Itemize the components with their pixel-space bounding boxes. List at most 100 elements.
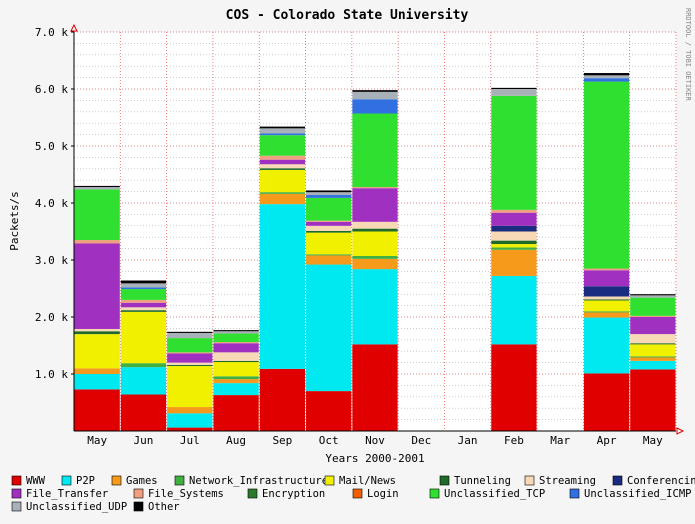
- bar-segment-file-systems: [120, 299, 167, 303]
- bar-segment-unclassified-tcp: [167, 338, 213, 353]
- bar-segment-www: [306, 391, 352, 431]
- bar-segment-unclassified-tcp: [74, 189, 120, 241]
- legend-label: Network_Infrastructure: [189, 475, 328, 487]
- bar-segment-file-transfer: [259, 159, 306, 165]
- bar-segment-unclassified-tcp: [259, 135, 306, 156]
- axis-layer: 1.0 k 2.0 k 3.0 k 4.0 k 5.0 k 6.0 k 7.0 k May Ju…: [35, 23, 685, 447]
- bar-segment-other: [491, 87, 537, 89]
- bar-segment-streaming: [491, 231, 537, 241]
- bar-segment-www: [352, 344, 398, 431]
- bar-segment-mail-news: [74, 334, 120, 369]
- legend-swatch: [11, 488, 22, 499]
- bar-segment-conferencing: [583, 286, 630, 297]
- bar-segment-network-infrastructure: [306, 254, 352, 256]
- bar-segment-unclassified-udp: [120, 283, 167, 288]
- bar-segment-p2p: [120, 367, 167, 395]
- bar-segment-games: [352, 258, 398, 270]
- bar-segment-tunneling: [630, 343, 676, 345]
- y-axis-label: Packets/s: [8, 191, 21, 251]
- bar-segment-tunneling: [167, 364, 213, 367]
- bar-segment-mail-news: [352, 231, 398, 257]
- bar-segment-mail-news: [213, 362, 259, 377]
- legend-swatch: [439, 475, 450, 486]
- bars-layer: [74, 73, 676, 431]
- bar-segment-file-transfer: [167, 353, 213, 363]
- bar-segment-unclassified-udp: [74, 187, 120, 190]
- bar-segment-www: [74, 389, 120, 431]
- x-axis-arrow: [676, 427, 685, 435]
- bar-segment-file-transfer: [352, 188, 398, 222]
- legend-label: Other: [148, 501, 180, 513]
- bar-segment-unclassified-tcp: [306, 197, 352, 221]
- bar-segment-other: [583, 73, 630, 76]
- legend-label: Unclassified_TCP: [444, 488, 545, 500]
- legend-label: WWW: [26, 475, 46, 487]
- bar-segment-www: [630, 369, 676, 431]
- y-tick-label: 7.0 k: [35, 26, 68, 39]
- bar-segment-tunneling: [213, 360, 259, 363]
- bar-segment-file-transfer: [213, 343, 259, 353]
- bar-segment-mail-news: [583, 300, 630, 312]
- legend-swatch: [174, 475, 185, 486]
- legend-swatch: [133, 501, 144, 512]
- bar-segment-p2p: [167, 413, 213, 428]
- y-tick-label: 3.0 k: [35, 254, 68, 267]
- bar-segment-games: [213, 379, 259, 384]
- bar-segment-p2p: [306, 264, 352, 392]
- legend-label: Unclassified_ICMP: [584, 488, 691, 500]
- bar-segment-tunneling: [352, 228, 398, 232]
- bar-segment-mail-news: [259, 169, 306, 193]
- bar-segment-games: [583, 312, 630, 318]
- legend-label: Login: [367, 488, 399, 500]
- legend-swatch: [429, 488, 440, 499]
- legend-swatch: [247, 488, 258, 499]
- bar-segment-streaming: [213, 352, 259, 361]
- y-tick-label: 5.0 k: [35, 140, 68, 153]
- legend-label: File_Transfer: [26, 488, 108, 500]
- bar-segment-tunneling: [120, 310, 167, 312]
- bar-segment-unclassified-udp: [491, 89, 537, 96]
- x-tick-label: Oct: [319, 434, 339, 447]
- bar-segment-streaming: [352, 221, 398, 229]
- bar-segment-mail-news: [630, 344, 676, 357]
- bar-segment-unclassified-icmp: [306, 195, 352, 198]
- legend-label: File_Systems: [148, 488, 224, 500]
- y-axis-arrow: [70, 23, 78, 32]
- bar-segment-www: [491, 344, 537, 431]
- bar-segment-file-transfer: [306, 221, 352, 226]
- bar-segment-network-infrastructure: [352, 256, 398, 259]
- bar-segment-unclassified-udp: [213, 331, 259, 334]
- bar-segment-streaming: [630, 334, 676, 344]
- bar-segment-unclassified-tcp: [352, 113, 398, 188]
- bar-segment-www: [213, 395, 259, 431]
- bar-segment-conferencing: [491, 225, 537, 232]
- bar-segment-unclassified-icmp: [259, 133, 306, 136]
- legend-label: P2P: [76, 475, 95, 487]
- legend-label: Conferencing: [627, 475, 695, 487]
- bar-segment-file-transfer: [630, 317, 676, 335]
- legend-swatch: [612, 475, 623, 486]
- bar-segment-network-infrastructure: [120, 363, 167, 368]
- bar-segment-unclassified-icmp: [583, 78, 630, 82]
- bar-segment-games: [74, 368, 120, 374]
- legend-label: Games: [126, 475, 158, 487]
- bar-segment-file-transfer: [120, 302, 167, 308]
- x-tick-label: Mar: [550, 434, 570, 447]
- x-tick-label: Jun: [134, 434, 154, 447]
- bar-segment-network-infrastructure: [583, 311, 630, 313]
- legend-label: Unclassified_UDP: [26, 501, 127, 513]
- legend-swatch: [11, 501, 22, 512]
- bar-segment-network-infrastructure: [630, 356, 676, 358]
- legend-swatch: [133, 488, 144, 499]
- legend-label: Mail/News: [339, 475, 396, 487]
- x-tick-label: Apr: [597, 434, 617, 447]
- bar-segment-unclassified-tcp: [120, 289, 167, 300]
- bar-segment-network-infrastructure: [213, 376, 259, 380]
- x-axis-label: Years 2000-2001: [325, 452, 424, 465]
- bar-segment-other: [213, 330, 259, 332]
- chart-title: COS - Colorado State University: [226, 8, 469, 23]
- x-tick-label: Jul: [180, 434, 200, 447]
- bar-segment-file-systems: [352, 187, 398, 189]
- bar-segment-other: [259, 126, 306, 129]
- watermark: RRDTOOL / TOBI OETIKER: [684, 8, 692, 102]
